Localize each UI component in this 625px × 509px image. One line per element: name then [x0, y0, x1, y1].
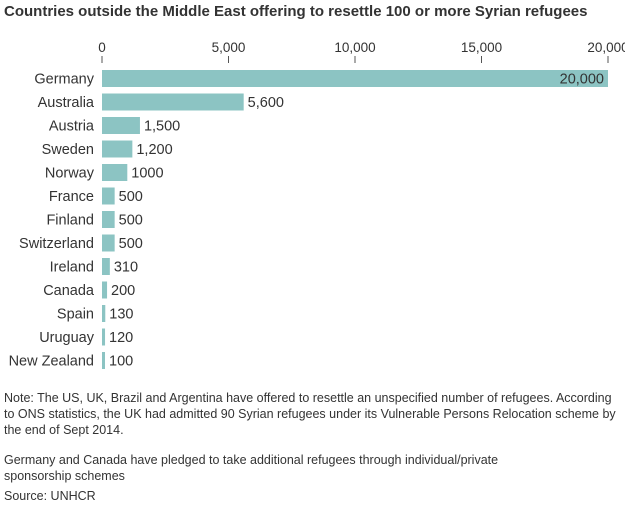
category-label: Australia — [38, 95, 95, 111]
bar — [102, 258, 110, 275]
category-label: France — [49, 189, 94, 205]
x-tick-label: 5,000 — [212, 40, 246, 55]
bar — [102, 281, 108, 299]
chart-source: Source: UNHCR — [4, 489, 96, 503]
x-tick-label: 10,000 — [334, 40, 375, 55]
value-label: 310 — [114, 260, 138, 276]
bar — [102, 70, 608, 87]
value-label: 5,600 — [248, 95, 284, 111]
category-label: Switzerland — [19, 236, 94, 252]
value-label: 500 — [119, 213, 143, 229]
x-tick-label: 20,000 — [587, 40, 625, 55]
category-label: Finland — [46, 213, 94, 229]
category-label: Germany — [34, 72, 94, 88]
value-label: 130 — [109, 307, 133, 323]
value-label: 1000 — [131, 166, 163, 182]
category-label: New Zealand — [9, 354, 94, 370]
category-label: Sweden — [42, 142, 94, 158]
bar — [102, 234, 115, 252]
category-label: Canada — [43, 283, 95, 299]
value-label: 1,200 — [136, 142, 172, 158]
bar-chart: 0 5,000 10,000 15,000 20,000 Germany 20,000 Aus… — [9, 40, 625, 370]
category-label: Spain — [57, 307, 94, 323]
x-tick-label: 0 — [98, 40, 106, 55]
bar — [102, 305, 106, 322]
value-label: 500 — [119, 189, 143, 205]
value-label: 100 — [109, 354, 133, 370]
value-label: 500 — [119, 236, 143, 252]
bar — [102, 93, 244, 111]
bar — [102, 117, 140, 134]
category-label: Norway — [45, 166, 95, 182]
value-label: 20,000 — [560, 72, 604, 88]
bar — [102, 164, 128, 181]
chart-title: Countries outside the Middle East offeri… — [4, 3, 588, 20]
bar — [102, 328, 106, 346]
chart-note-pledges: Germany and Canada have pledged to take … — [4, 453, 499, 483]
bar — [102, 352, 105, 369]
category-label: Ireland — [50, 260, 94, 276]
bar — [102, 140, 133, 158]
value-label: 120 — [109, 330, 133, 346]
chart-note: Note: The US, UK, Brazil and Argentina h… — [4, 391, 616, 437]
x-tick-label: 15,000 — [461, 40, 502, 55]
bar — [102, 187, 115, 205]
category-label: Uruguay — [39, 330, 95, 346]
value-label: 200 — [111, 283, 135, 299]
bar — [102, 211, 115, 228]
category-label: Austria — [49, 119, 95, 135]
value-label: 1,500 — [144, 119, 180, 135]
